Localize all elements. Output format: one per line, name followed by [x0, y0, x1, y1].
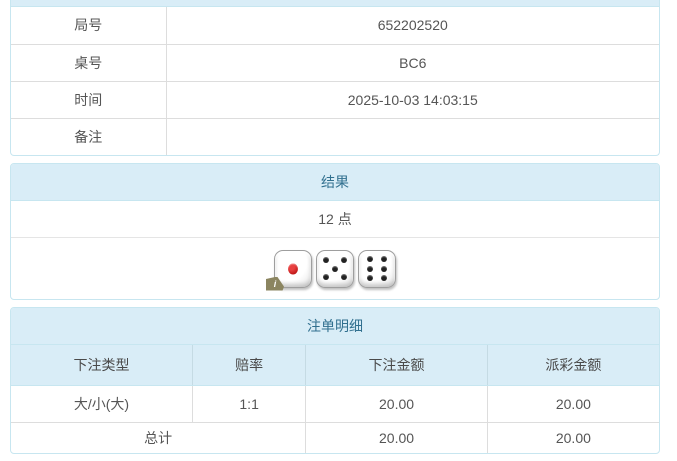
- die-pip: [380, 265, 387, 272]
- bet-type-cell: 大/小(大): [73, 395, 130, 412]
- result-panel-title: 结果: [11, 164, 659, 201]
- die-pip: [323, 256, 330, 263]
- col-payout-amount: 派彩金额: [486, 345, 659, 386]
- game-info-header-stub: [11, 0, 659, 7]
- bet-details-panel: 注单明细 下注类型 赔率 下注金额 派彩金额 大/小(大) 1:1 20.00 …: [10, 307, 660, 454]
- time-label: 时间: [11, 80, 167, 118]
- table-number-value: BC6: [166, 43, 659, 81]
- die-1: i: [266, 249, 312, 291]
- col-bet-type: 下注类型: [11, 345, 193, 386]
- die-2: [316, 249, 354, 288]
- die-pip: [367, 275, 374, 282]
- bet-amount-cell: 20.00: [305, 385, 488, 422]
- die-pip: [340, 274, 347, 281]
- die-pip: [380, 255, 387, 262]
- total-bet-amount-cell: 20.00: [305, 421, 488, 453]
- col-odds: 赔率: [191, 345, 306, 386]
- result-points: 12 点: [11, 201, 659, 238]
- col-bet-amount: 下注金额: [305, 345, 488, 386]
- die-pip: [332, 265, 338, 272]
- die-3: [358, 249, 396, 288]
- remark-value: [166, 117, 659, 155]
- total-payout-amount-cell: 20.00: [486, 421, 659, 453]
- table-row: 时间 2025-10-03 14:03:15: [11, 80, 659, 118]
- bet-table-header-row: 下注类型 赔率 下注金额 派彩金额: [11, 345, 659, 386]
- remark-label: 备注: [11, 117, 167, 155]
- table-row: 桌号 BC6: [11, 43, 659, 81]
- die-pip: [367, 255, 374, 262]
- bet-row: 大/小(大) 1:1 20.00 20.00: [11, 385, 659, 422]
- bet-details-title: 注单明细: [11, 308, 659, 345]
- table-number-label: 桌号: [11, 43, 167, 81]
- payout-amount-cell: 20.00: [486, 385, 659, 422]
- die-pip: [380, 275, 387, 282]
- dice-row: i: [11, 238, 659, 299]
- odds-cell: 1:1: [191, 385, 306, 422]
- die-pip: [288, 263, 298, 274]
- bet-details-table: 下注类型 赔率 下注金额 派彩金额 大/小(大) 1:1 20.00 20.00…: [11, 345, 659, 453]
- round-number-value: 652202520: [377, 17, 448, 34]
- info-badge-icon[interactable]: i: [266, 276, 284, 291]
- bet-record-page: 局号 652202520 桌号 BC6 时间 2025-10-03 14:03:…: [10, 0, 660, 454]
- round-number-label: 局号: [11, 7, 167, 44]
- total-row: 总计 20.00 20.00: [11, 421, 659, 453]
- game-info-panel: 局号 652202520 桌号 BC6 时间 2025-10-03 14:03:…: [10, 0, 660, 156]
- game-info-table: 局号 652202520 桌号 BC6 时间 2025-10-03 14:03:…: [11, 7, 659, 155]
- die-pip: [323, 274, 330, 281]
- result-panel: 结果 12 点 i: [10, 163, 660, 300]
- time-value: 2025-10-03 14:03:15: [166, 80, 659, 118]
- table-row: 备注: [11, 117, 659, 155]
- die-pip: [367, 265, 374, 272]
- die-pip: [340, 256, 347, 263]
- table-row: 局号 652202520: [11, 7, 659, 44]
- total-label-cell: 总计: [11, 421, 306, 453]
